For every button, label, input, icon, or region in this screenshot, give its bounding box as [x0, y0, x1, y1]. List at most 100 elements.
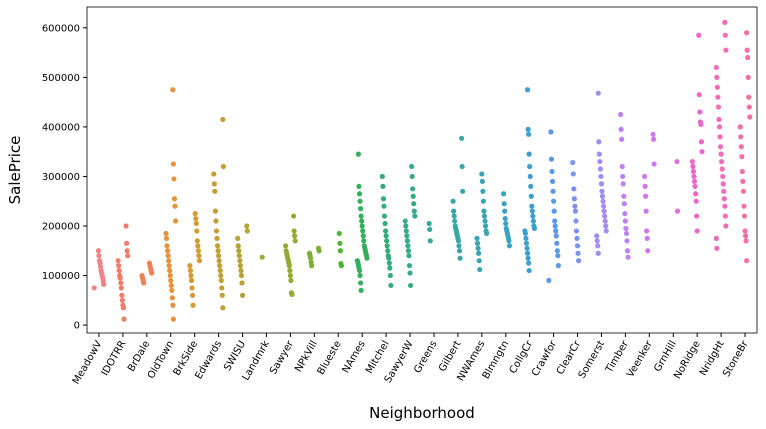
- strip-point: [697, 119, 703, 125]
- strip-point: [480, 188, 486, 194]
- strip-point: [96, 258, 103, 264]
- strip-point: [483, 228, 489, 234]
- strip-point: [450, 198, 456, 204]
- strip-point: [338, 261, 344, 267]
- strip-point: [714, 245, 720, 251]
- strip-point: [189, 292, 196, 298]
- strip-point: [714, 74, 720, 80]
- strip-point: [603, 228, 609, 234]
- strip-point: [549, 168, 555, 175]
- y-tick-label: 300000: [42, 172, 80, 183]
- strip-point: [382, 220, 388, 227]
- strip-point: [716, 124, 723, 130]
- strip-point: [189, 285, 195, 291]
- strip-point: [359, 218, 365, 224]
- strip-point: [213, 228, 220, 234]
- strip-point: [427, 226, 433, 233]
- strip-point: [410, 193, 416, 199]
- strip-point: [528, 193, 534, 199]
- strip-point: [599, 193, 606, 199]
- strip-point: [745, 74, 751, 80]
- strip-point: [690, 168, 697, 175]
- strip-point: [218, 272, 224, 279]
- strip-point: [306, 250, 313, 256]
- strip-point: [172, 203, 178, 209]
- strip-point: [719, 166, 725, 172]
- strip-point: [235, 235, 241, 241]
- strip-point: [501, 191, 507, 197]
- strip-point: [722, 32, 728, 38]
- strip-point: [738, 134, 744, 140]
- strip-point: [359, 223, 365, 229]
- strip-point: [169, 287, 175, 293]
- strip-point: [193, 220, 199, 227]
- strip-point: [571, 186, 577, 192]
- strip-point: [188, 272, 194, 279]
- strip-point: [360, 228, 366, 234]
- strip-point: [476, 258, 482, 264]
- strip-point: [570, 171, 576, 177]
- strip-point: [479, 178, 485, 184]
- strip-point: [602, 213, 608, 219]
- x-axis-title: Neighborhood: [369, 404, 475, 422]
- strip-point: [115, 258, 121, 264]
- x-tick-label: BrDale: [126, 339, 152, 374]
- strip-point: [621, 193, 627, 199]
- strip-point: [196, 258, 203, 264]
- strip-point: [502, 215, 508, 222]
- strip-point: [235, 243, 241, 249]
- strip-point: [622, 218, 628, 224]
- strip-point: [169, 295, 175, 301]
- strip-point: [722, 203, 728, 209]
- strip-point: [214, 235, 220, 241]
- strip-point: [644, 228, 650, 234]
- strip-point: [691, 173, 697, 180]
- strip-point: [384, 238, 390, 244]
- strip-point: [407, 282, 414, 289]
- strip-point: [194, 228, 200, 234]
- strip-point: [527, 173, 533, 180]
- strip-point: [460, 188, 466, 194]
- strip-point: [481, 213, 488, 219]
- strip-point: [526, 260, 532, 266]
- strip-point: [166, 258, 172, 264]
- strip-point: [337, 240, 343, 246]
- strip-point: [474, 240, 481, 246]
- strip-point: [403, 228, 409, 234]
- strip-point: [526, 131, 532, 137]
- strip-point: [480, 198, 487, 204]
- strip-point: [551, 208, 557, 214]
- strip-point: [600, 203, 607, 209]
- strip-point: [212, 188, 218, 194]
- strip-point: [336, 230, 342, 237]
- strip-point: [239, 280, 245, 286]
- strip-point: [195, 243, 201, 249]
- strip-point: [739, 154, 745, 160]
- strip-point: [596, 151, 602, 157]
- strip-point: [475, 245, 481, 251]
- strip-point: [572, 208, 579, 214]
- strip-point: [741, 203, 747, 209]
- strip-point: [713, 235, 719, 241]
- strip-point: [220, 163, 226, 170]
- strip-point: [740, 178, 746, 184]
- strip-point: [244, 228, 250, 234]
- strip-point: [555, 253, 561, 259]
- strip-point: [642, 193, 649, 199]
- strip-point: [170, 87, 176, 93]
- strip-point: [456, 243, 462, 249]
- x-tick-label: SWISU: [222, 339, 248, 373]
- strip-point: [405, 248, 412, 254]
- strip-point: [692, 191, 699, 197]
- strip-point: [575, 250, 581, 256]
- strip-point: [744, 47, 750, 53]
- strip-point: [722, 19, 728, 25]
- strip-point: [411, 201, 417, 207]
- strip-point: [379, 173, 385, 180]
- strip-point: [218, 277, 224, 284]
- strip-point: [215, 248, 221, 254]
- strip-point: [287, 272, 293, 279]
- strip-point: [595, 250, 601, 256]
- y-tick-label: 200000: [42, 221, 80, 232]
- strip-point: [571, 196, 577, 202]
